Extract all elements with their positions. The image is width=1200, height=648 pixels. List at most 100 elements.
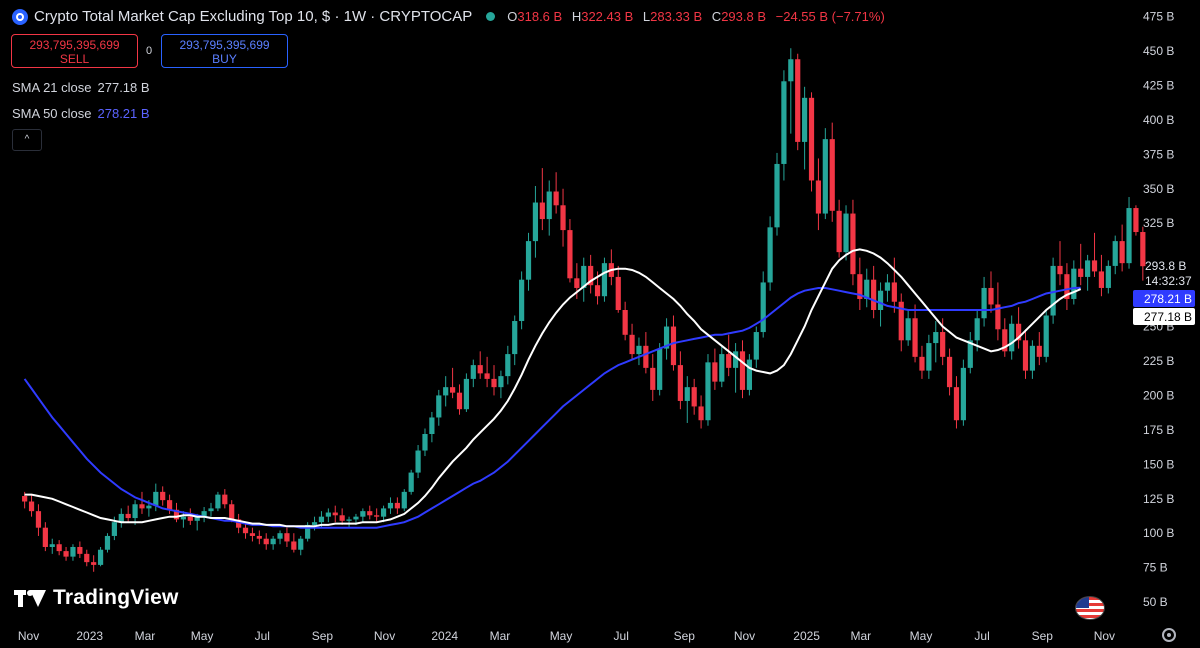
buy-button[interactable]: 293,795,395,699 BUY <box>161 34 288 68</box>
high-value: 322.43 B <box>581 9 634 24</box>
time-tick-label: Mar <box>135 629 156 643</box>
price-tick-label: 350 B <box>1143 182 1174 196</box>
candle <box>643 345 649 368</box>
candle <box>933 332 939 344</box>
candle <box>318 516 325 523</box>
candle <box>173 509 180 520</box>
sma21-badge-bg <box>1133 308 1195 325</box>
candle <box>139 504 145 509</box>
ohlc-values: O318.6 B H322.43 B L283.33 B C293.8 B −2… <box>507 9 891 24</box>
candle <box>1119 241 1125 264</box>
price-tick-label: 425 B <box>1143 78 1174 92</box>
candle <box>836 210 842 253</box>
candle <box>339 515 345 521</box>
candle <box>160 491 166 501</box>
price-tick-label: 225 B <box>1143 354 1174 368</box>
candle <box>208 508 214 512</box>
sma21-legend[interactable]: SMA 21 close 277.18 B <box>12 80 150 95</box>
candle <box>670 326 677 366</box>
candle <box>311 522 318 525</box>
sell-button[interactable]: 293,795,395,699 SELL <box>11 34 138 68</box>
time-axis[interactable]: Nov 2023 Mar May Jul Sep Nov 2024 Mar May Jul Sep No… <box>18 629 1115 643</box>
candle <box>926 343 932 371</box>
candle <box>864 279 870 299</box>
candle <box>1078 268 1084 277</box>
time-tick-label: May <box>910 629 933 643</box>
candle <box>97 549 104 565</box>
candle <box>739 351 746 390</box>
candle <box>236 519 242 528</box>
candle <box>1112 241 1118 266</box>
sma50-badge: 278.21 B <box>1144 292 1192 306</box>
open-label: O <box>507 9 518 24</box>
candle <box>249 533 256 536</box>
candle <box>1091 260 1098 272</box>
candle <box>539 202 545 220</box>
time-tick-label: May <box>550 629 573 643</box>
candle <box>346 519 352 521</box>
candle <box>981 287 987 319</box>
candle <box>857 274 863 299</box>
us-flag-icon[interactable] <box>1075 596 1105 620</box>
candle <box>532 202 539 242</box>
candle <box>91 562 97 565</box>
chart-title[interactable]: Crypto Total Market Cap Excluding Top 10… <box>34 8 473 25</box>
candle <box>325 512 331 517</box>
candle <box>215 494 221 509</box>
price-tick-label: 75 B <box>1143 561 1168 575</box>
candle <box>553 191 559 206</box>
candle <box>871 279 877 310</box>
candle <box>22 496 28 502</box>
candle <box>822 139 828 214</box>
sma50-label: SMA 50 close <box>12 106 92 121</box>
candle <box>436 395 442 418</box>
candle <box>498 376 504 388</box>
settings-gear-icon[interactable] <box>1162 628 1176 642</box>
candle <box>104 535 111 550</box>
candle <box>1057 265 1063 275</box>
price-tick-label: 175 B <box>1143 423 1174 437</box>
candle <box>684 387 690 401</box>
candle <box>574 278 580 288</box>
collapse-legend-button[interactable]: ^ <box>12 129 42 151</box>
candle <box>1098 271 1105 288</box>
buy-label: BUY <box>212 52 237 66</box>
candle <box>567 230 573 279</box>
time-tick-label: Nov <box>18 629 39 643</box>
time-tick-label: Sep <box>674 629 696 643</box>
candle <box>774 163 780 228</box>
candle <box>946 356 953 388</box>
sma50-badge-bg <box>1133 290 1195 307</box>
tradingview-logo-text: TradingView <box>53 586 179 609</box>
time-tick-label: 2025 <box>793 629 820 643</box>
candle <box>180 516 186 520</box>
sma50-legend[interactable]: SMA 50 close 278.21 B <box>12 106 150 121</box>
candle <box>622 310 628 335</box>
candle <box>1071 268 1077 299</box>
buy-price: 293,795,395,699 <box>179 38 270 52</box>
candle <box>815 180 822 214</box>
candle <box>912 318 918 357</box>
candle <box>470 365 476 379</box>
symbol-icon[interactable] <box>12 8 28 25</box>
candle <box>877 290 884 310</box>
candle <box>284 533 290 542</box>
candle <box>70 546 76 557</box>
candle <box>1105 265 1111 288</box>
price-tick-label: 150 B <box>1143 457 1174 471</box>
candles-group <box>22 48 1146 572</box>
price-tick-label: 200 B <box>1143 388 1174 402</box>
candle <box>1064 274 1070 299</box>
tradingview-logo[interactable]: TradingView <box>14 586 179 610</box>
last-price-badge: 293.8 B <box>1145 259 1186 273</box>
price-tick-label: 100 B <box>1143 526 1174 540</box>
candle <box>615 276 621 310</box>
sma21-label: SMA 21 close <box>12 80 92 95</box>
candle <box>242 527 249 534</box>
candle <box>49 544 55 547</box>
time-tick-label: Jul <box>974 629 989 643</box>
low-value: 283.33 B <box>650 9 703 24</box>
candle <box>118 513 124 523</box>
